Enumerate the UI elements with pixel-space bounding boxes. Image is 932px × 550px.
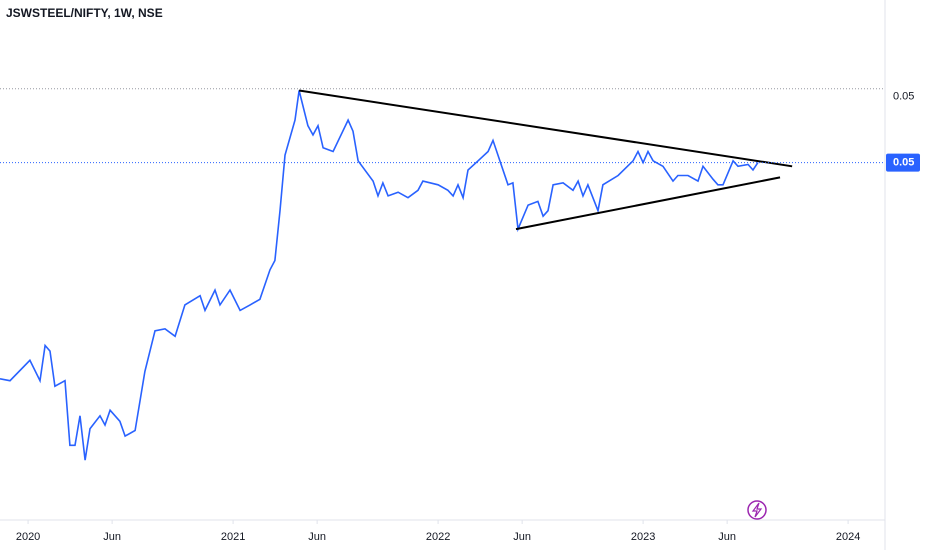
last-price-label: 0.05	[893, 157, 914, 169]
x-tick-label: Jun	[103, 531, 121, 543]
last-price-box	[886, 153, 920, 172]
trendline	[515, 176, 781, 231]
trendline	[298, 89, 793, 168]
x-tick-label: 2022	[426, 531, 450, 543]
x-tick-label: 2020	[16, 531, 40, 543]
chart-title: JSWSTEEL/NIFTY, 1W, NSE	[6, 6, 163, 20]
x-tick-label: Jun	[308, 531, 326, 543]
x-tick-label: 2023	[631, 531, 655, 543]
price-line	[0, 90, 759, 461]
x-tick-label: Jun	[718, 531, 736, 543]
x-tick-label: 2024	[836, 531, 860, 543]
x-tick-label: Jun	[513, 531, 531, 543]
alert-icon-bolt	[751, 502, 763, 518]
x-tick-label: 2021	[221, 531, 245, 543]
y-tick-label: 0.05	[893, 91, 914, 103]
alert-icon[interactable]	[747, 500, 767, 520]
